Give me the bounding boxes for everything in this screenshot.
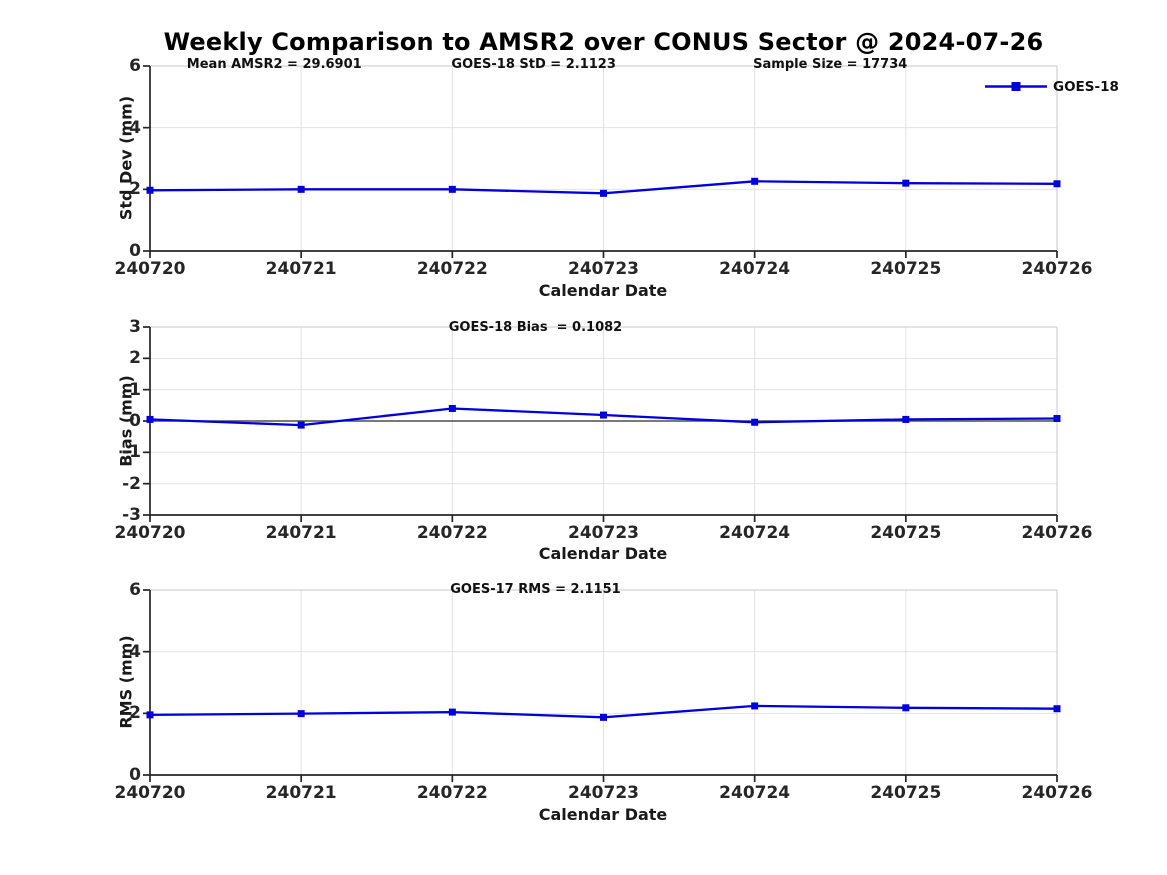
x-tick-label: 240724 bbox=[719, 259, 791, 279]
legend-marker-sample bbox=[1011, 82, 1021, 91]
data-point-marker bbox=[600, 189, 607, 197]
y-tick-label: 6 bbox=[129, 580, 141, 600]
plot-annotation: GOES-17 RMS = 2.1151 bbox=[450, 582, 621, 597]
data-point-marker bbox=[448, 708, 456, 716]
x-tick-label: 240726 bbox=[1021, 523, 1093, 543]
data-point-marker bbox=[146, 186, 154, 194]
data-point-marker bbox=[297, 185, 305, 193]
data-point-marker bbox=[448, 185, 456, 193]
x-tick-label: 240720 bbox=[114, 783, 186, 803]
x-tick-label: 240724 bbox=[719, 523, 791, 543]
y-tick-label: 0 bbox=[129, 765, 141, 785]
x-tick-label: 240725 bbox=[870, 259, 942, 279]
data-point-marker bbox=[902, 179, 910, 187]
data-point-marker bbox=[600, 713, 607, 721]
chart-title: Weekly Comparison to AMSR2 over CONUS Se… bbox=[163, 28, 1044, 56]
x-tick-label: 240722 bbox=[416, 783, 488, 803]
plot-annotation: GOES-18 Bias = 0.1082 bbox=[448, 320, 623, 335]
y-tick-label: 2 bbox=[129, 179, 141, 199]
data-point-marker bbox=[1053, 180, 1061, 188]
x-tick-label: 240721 bbox=[265, 783, 337, 803]
xlabel-calendar-date-1: Calendar Date bbox=[538, 281, 668, 300]
data-point-marker bbox=[146, 711, 154, 719]
y-tick-label: 0 bbox=[129, 411, 141, 431]
ylabel-std-dev: Std Dev (mm) bbox=[116, 95, 136, 221]
data-point-marker bbox=[1053, 705, 1061, 713]
data-point-marker bbox=[1053, 414, 1061, 422]
y-tick-label: 2 bbox=[129, 703, 141, 723]
x-tick-label: 240721 bbox=[265, 259, 337, 279]
x-tick-label: 240723 bbox=[568, 523, 639, 543]
data-point-marker bbox=[902, 415, 910, 423]
y-tick-label: 1 bbox=[129, 380, 141, 400]
y-tick-label: 6 bbox=[129, 56, 141, 76]
x-tick-label: 240722 bbox=[416, 523, 488, 543]
y-tick-label: -2 bbox=[122, 474, 141, 494]
data-point-marker bbox=[751, 418, 759, 426]
data-point-marker bbox=[297, 710, 305, 718]
data-point-marker bbox=[751, 702, 759, 710]
y-tick-label: 4 bbox=[129, 642, 141, 662]
xlabel-calendar-date-3: Calendar Date bbox=[538, 805, 668, 824]
x-tick-label: 240725 bbox=[870, 523, 942, 543]
plot-annotation: Sample Size = 17734 bbox=[753, 57, 908, 72]
y-tick-label: -3 bbox=[122, 505, 141, 525]
x-tick-label: 240726 bbox=[1021, 783, 1093, 803]
data-point-marker bbox=[146, 415, 154, 423]
data-point-marker bbox=[297, 421, 305, 429]
x-tick-label: 240722 bbox=[416, 259, 488, 279]
x-tick-label: 240725 bbox=[870, 783, 942, 803]
xlabel-calendar-date-2: Calendar Date bbox=[538, 544, 668, 563]
y-tick-label: 4 bbox=[129, 118, 141, 138]
y-tick-label: -1 bbox=[122, 442, 141, 462]
data-point-marker bbox=[902, 704, 910, 712]
x-tick-label: 240721 bbox=[265, 523, 337, 543]
x-tick-label: 240726 bbox=[1021, 259, 1093, 279]
x-tick-label: 240723 bbox=[568, 783, 639, 803]
y-tick-label: 3 bbox=[129, 317, 141, 337]
data-point-marker bbox=[600, 411, 607, 419]
data-point-marker bbox=[751, 177, 759, 185]
x-tick-label: 240720 bbox=[114, 523, 186, 543]
data-point-marker bbox=[448, 404, 456, 412]
x-tick-label: 240724 bbox=[719, 783, 791, 803]
plot-annotation: Mean AMSR2 = 29.6901 bbox=[186, 57, 362, 72]
y-tick-label: 0 bbox=[129, 241, 141, 261]
legend-label: GOES-18 bbox=[1053, 79, 1119, 95]
y-tick-label: 2 bbox=[129, 348, 141, 368]
plot-annotation: GOES-18 StD = 2.1123 bbox=[451, 57, 616, 72]
x-tick-label: 240720 bbox=[114, 259, 186, 279]
x-tick-label: 240723 bbox=[568, 259, 639, 279]
